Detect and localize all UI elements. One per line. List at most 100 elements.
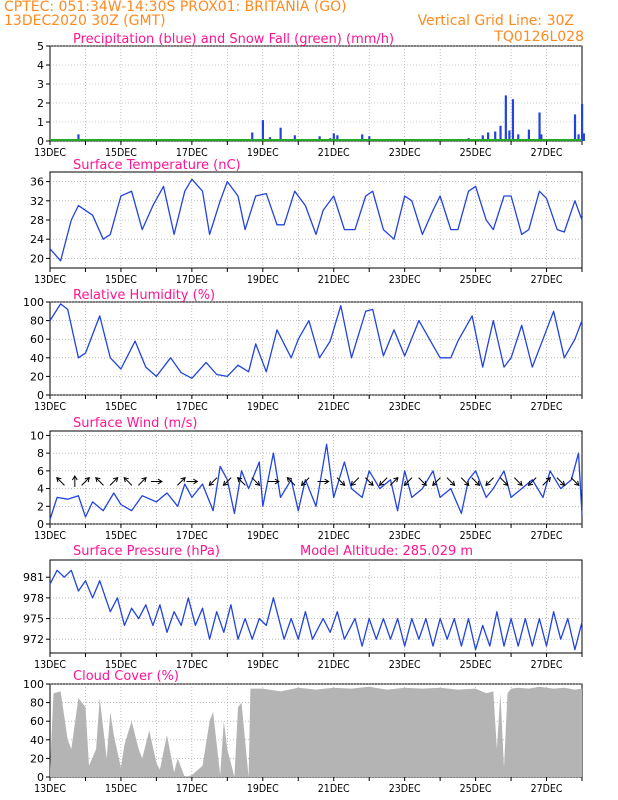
y-tick-label: 10 — [30, 429, 44, 442]
wind-arrow — [177, 477, 186, 486]
x-tick-label: 13DEC — [34, 783, 66, 795]
header-grid-note: Vertical Grid Line: 30Z — [417, 13, 574, 29]
precip-bar — [494, 131, 497, 141]
precip-bar — [538, 112, 541, 141]
x-tick-label: 27DEC — [531, 659, 563, 671]
precip-bar — [504, 95, 507, 141]
precip-bar — [361, 134, 364, 141]
wind-arrow-head — [324, 478, 330, 485]
wind-arrow-head — [157, 478, 163, 485]
header-run-date: 13DEC2020 30Z (GMT) — [4, 13, 166, 29]
precip-bar — [279, 127, 282, 141]
x-tick-label: 15DEC — [105, 783, 137, 795]
wind-arrow — [56, 477, 65, 486]
y-tick-label: 28 — [30, 214, 44, 227]
y-tick-label: 24 — [30, 233, 44, 246]
wind-arrow-head — [559, 480, 566, 487]
x-tick-label: 19DEC — [247, 274, 279, 286]
panel-title: Surface Temperature (nC) — [73, 158, 241, 173]
y-tick-label: 0 — [37, 771, 44, 784]
wind-arrow — [513, 477, 523, 486]
panel-4 — [46, 559, 583, 657]
x-tick-label: 19DEC — [247, 401, 279, 413]
y-tick-label: 0 — [37, 518, 44, 531]
y-tick-label: 20 — [30, 752, 44, 765]
panel-frame — [49, 430, 583, 525]
y-tick-label: 60 — [30, 333, 44, 346]
precip-bar — [517, 134, 520, 141]
x-tick-label: 15DEC — [105, 530, 137, 542]
y-tick-label: 3 — [37, 78, 44, 91]
wind-arrow — [556, 477, 565, 486]
wind-arrow — [138, 477, 147, 486]
wind-arrow-head — [474, 480, 481, 487]
wind-arrow-head — [545, 476, 552, 483]
wind-arrow — [404, 477, 413, 486]
wind-arrow — [418, 477, 427, 486]
wind-arrow-head — [254, 480, 261, 487]
wind-arrow-head — [95, 476, 101, 483]
wind-arrow-head — [274, 478, 280, 485]
x-tick-label: 13DEC — [34, 530, 66, 542]
y-tick-label: 36 — [30, 176, 44, 189]
panel-1 — [46, 171, 583, 272]
y-tick-label: 975 — [23, 613, 44, 626]
y-tick-label: 100 — [23, 296, 44, 309]
wind-arrow-head — [503, 480, 509, 487]
panel-title: Surface Pressure (hPa) — [73, 544, 220, 559]
wind-arrow-head — [378, 480, 385, 487]
y-tick-label: 5 — [37, 40, 44, 53]
header-line1: CPTEC: 051:34W-14:30S PROX01: BRITANIA (… — [4, 0, 347, 15]
wind-arrow — [301, 477, 310, 486]
series-line — [49, 443, 583, 520]
precip-bar — [336, 135, 339, 141]
x-tick-label: 21DEC — [318, 783, 350, 795]
precip-bar — [293, 135, 296, 141]
y-tick-label: 60 — [30, 715, 44, 728]
y-tick-label: 981 — [23, 571, 44, 584]
wind-arrow-head — [340, 480, 346, 487]
wind-arrow-head — [421, 480, 427, 487]
precip-bar — [573, 114, 577, 141]
wind-arrow — [81, 477, 90, 486]
y-tick-label: 4 — [37, 59, 44, 72]
wind-arrow-head — [432, 480, 438, 487]
wind-arrow-head — [393, 476, 399, 483]
x-tick-label: 13DEC — [34, 659, 66, 671]
y-tick-label: 32 — [30, 195, 44, 208]
y-tick-label: 972 — [23, 633, 44, 646]
wind-arrow-head — [517, 480, 523, 487]
wind-arrow — [251, 477, 260, 486]
precip-bar — [540, 134, 543, 141]
wind-arrow-head — [180, 476, 186, 483]
wind-arrow-head — [527, 480, 534, 487]
x-tick-label: 21DEC — [318, 401, 350, 413]
panel-5 — [46, 683, 583, 781]
x-tick-label: 17DEC — [176, 401, 208, 413]
x-tick-label: 15DEC — [105, 659, 137, 671]
y-tick-label: 978 — [23, 592, 44, 605]
x-tick-label: 17DEC — [176, 274, 208, 286]
wind-arrow — [237, 477, 246, 486]
precip-bar — [582, 133, 585, 141]
x-tick-label: 25DEC — [460, 783, 492, 795]
precip-bar — [481, 135, 484, 141]
wind-arrow — [123, 477, 133, 486]
wind-arrow-head — [113, 476, 119, 483]
wind-arrow-head — [71, 475, 78, 481]
x-tick-label: 23DEC — [389, 274, 421, 286]
x-tick-label: 15DEC — [105, 274, 137, 286]
wind-arrow-head — [403, 480, 409, 487]
wind-arrow — [336, 477, 346, 486]
x-tick-label: 25DEC — [460, 401, 492, 413]
panel-title: Cloud Cover (%) — [73, 669, 179, 684]
series-line — [49, 569, 583, 651]
precip-bar — [577, 134, 580, 141]
wind-arrow — [223, 477, 232, 486]
panel-title: Surface Wind (m/s) — [73, 416, 197, 431]
wind-arrow-head — [208, 480, 214, 487]
x-tick-label: 21DEC — [318, 274, 350, 286]
precip-bar — [511, 99, 515, 141]
y-tick-label: 0 — [37, 135, 44, 148]
wind-arrow — [528, 477, 537, 486]
